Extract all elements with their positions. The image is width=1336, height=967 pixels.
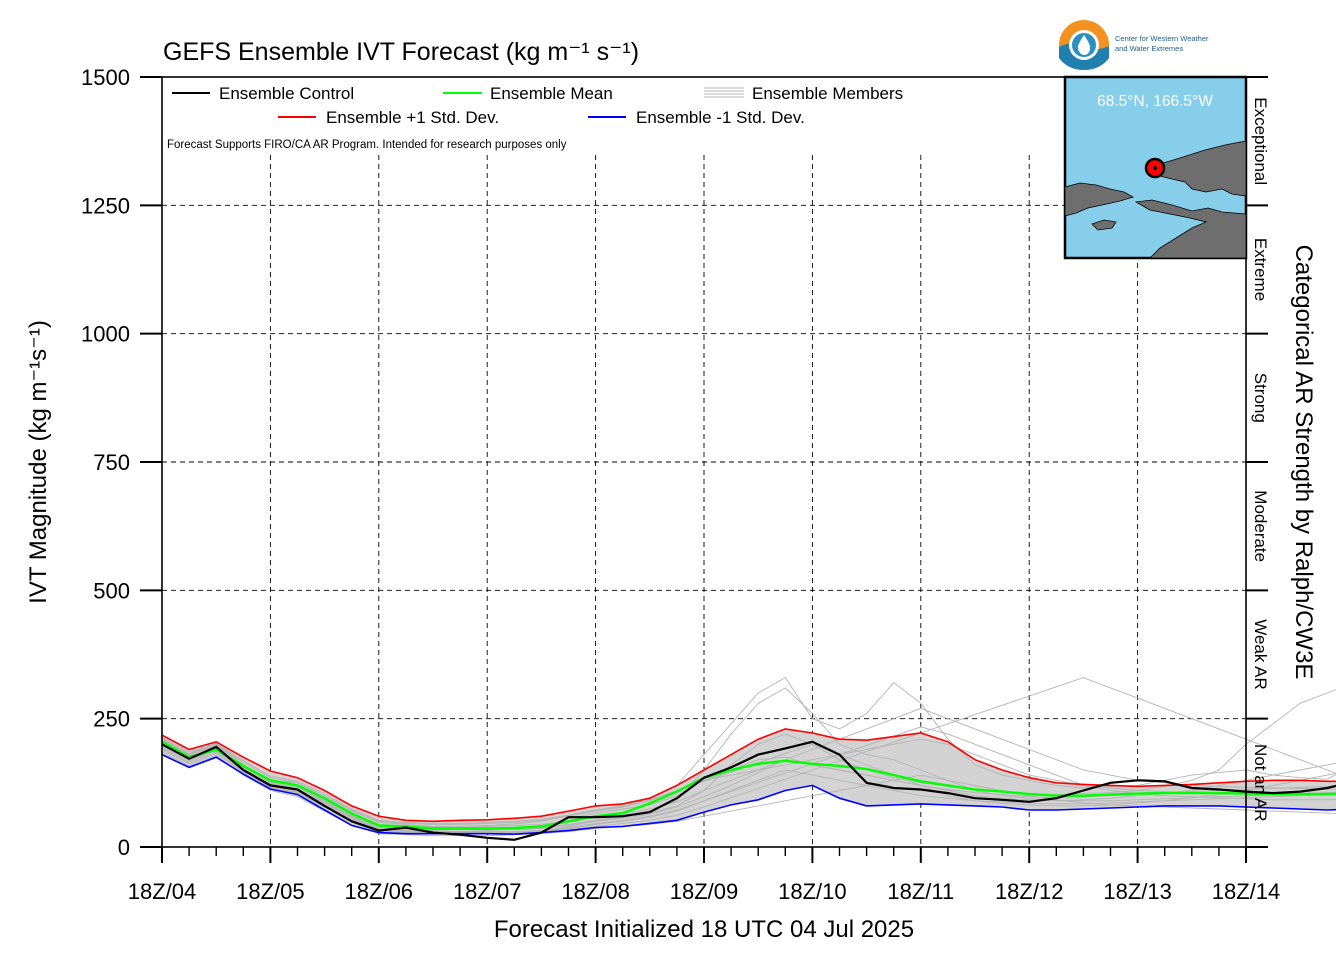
y-tick-label: 250 bbox=[93, 707, 130, 732]
x-tick-label: 18Z/11 bbox=[887, 879, 954, 904]
inset-map-land-west bbox=[1064, 182, 1135, 217]
inset-map-island bbox=[1091, 219, 1117, 231]
ensemble-member-line-6 bbox=[161, 736, 1336, 825]
right-axis-title: Categorical AR Strength by Ralph/CW3E bbox=[1290, 245, 1317, 680]
ar-category-label: Exceptional bbox=[1251, 97, 1270, 185]
ensemble-mean-line bbox=[161, 740, 1336, 830]
x-tick-label: 18Z/09 bbox=[670, 879, 739, 904]
x-tick-label: 18Z/07 bbox=[453, 879, 522, 904]
inset-map-land-north bbox=[1145, 140, 1247, 197]
x-tick-label: 18Z/06 bbox=[345, 879, 414, 904]
ensemble-members-group bbox=[161, 677, 1336, 837]
ensemble-member-line-7 bbox=[161, 751, 1336, 837]
ensemble-member-line-10 bbox=[161, 742, 1336, 830]
x-tick-label: 18Z/12 bbox=[995, 879, 1064, 904]
inset-map-land-south bbox=[1134, 199, 1247, 259]
y-tick-label: 1500 bbox=[81, 65, 130, 90]
grid-lines bbox=[162, 155, 1246, 847]
ar-category-label: Moderate bbox=[1251, 490, 1270, 562]
ensemble-member-line-12 bbox=[161, 737, 1336, 824]
x-axis-title: Forecast Initialized 18 UTC 04 Jul 2025 bbox=[494, 916, 914, 943]
legend-swatch-members bbox=[704, 87, 744, 98]
legend-label-control: Ensemble Control bbox=[219, 84, 354, 103]
ar-category-label: Weak AR bbox=[1251, 619, 1270, 690]
x-tick-label: 18Z/05 bbox=[236, 879, 305, 904]
legend-label-plus-sd: Ensemble +1 Std. Dev. bbox=[326, 108, 499, 127]
ensemble-member-line-5 bbox=[161, 749, 1336, 835]
inset-map: 68.5°N, 166.5°W bbox=[1063, 75, 1248, 260]
water-drop-icon bbox=[1077, 35, 1091, 55]
y-tick-label: 1000 bbox=[81, 322, 130, 347]
ensemble-stats-lines bbox=[161, 728, 1336, 841]
cw3e-logo: Center for Western Weather and Water Ext… bbox=[1059, 20, 1209, 70]
y-tick-label: 500 bbox=[93, 578, 130, 603]
inset-map-location-dot bbox=[1153, 166, 1157, 170]
x-tick-label: 18Z/08 bbox=[561, 879, 630, 904]
y-tick-label: 1250 bbox=[81, 193, 130, 218]
ensemble-member-line-9 bbox=[161, 726, 1336, 833]
logo-org-line-1: Center for Western Weather bbox=[1115, 34, 1209, 43]
x-tick-label: 18Z/04 bbox=[128, 879, 197, 904]
ar-category-label: Not an AR bbox=[1251, 744, 1270, 822]
x-axis-ticks: 18Z/04 18Z/05 18Z/06 18Z/07 18Z/08 18Z/09 18Z/… bbox=[128, 847, 1281, 904]
legend-label-members: Ensemble Members bbox=[752, 84, 903, 103]
ensemble-member-line-11 bbox=[161, 677, 1336, 834]
ensemble-member-line-3 bbox=[161, 687, 1336, 835]
minus-std-dev-line bbox=[161, 753, 1336, 836]
y-tick-label: 750 bbox=[93, 450, 130, 475]
research-note: Forecast Supports FIRO/CA AR Program. In… bbox=[167, 139, 567, 151]
legend-label-mean: Ensemble Mean bbox=[490, 84, 613, 103]
legend-label-minus-sd: Ensemble -1 Std. Dev. bbox=[636, 108, 805, 127]
ar-category-label: Strong bbox=[1251, 373, 1270, 423]
y-axis-ticks: 0 250 500 750 1000 1250 1500 bbox=[81, 65, 162, 860]
x-tick-label: 18Z/14 bbox=[1212, 879, 1281, 904]
y-axis-title: IVT Magnitude (kg m⁻¹s⁻¹) bbox=[25, 320, 52, 604]
ensemble-member-line-4 bbox=[161, 689, 1336, 830]
x-tick-label: 18Z/13 bbox=[1103, 879, 1172, 904]
logo-org-line-2: and Water Extremes bbox=[1115, 44, 1183, 53]
std-dev-spread-band bbox=[162, 728, 1336, 835]
ar-category-axis: Not an AR Weak AR Moderate Strong Extreme Exc… bbox=[1246, 76, 1270, 848]
x-tick-label: 18Z/10 bbox=[778, 879, 847, 904]
y-tick-label: 0 bbox=[118, 835, 130, 860]
plus-std-dev-line bbox=[161, 728, 1336, 823]
inset-map-location-label: 68.5°N, 166.5°W bbox=[1097, 93, 1213, 110]
legend: Ensemble Control Ensemble Mean Ensemble … bbox=[167, 84, 903, 151]
chart-title: GEFS Ensemble IVT Forecast (kg m⁻¹ s⁻¹) bbox=[163, 38, 639, 66]
ensemble-control-line bbox=[161, 740, 1336, 841]
ar-category-label: Extreme bbox=[1251, 238, 1270, 301]
